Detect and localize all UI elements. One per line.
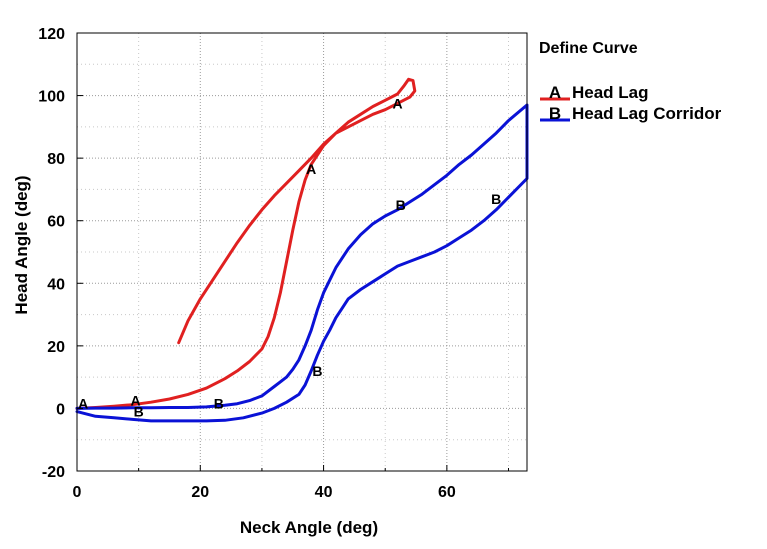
legend-label: Head Lag [572,83,649,102]
legend-title: Define Curve [539,40,638,57]
x-tick-label: 60 [438,484,456,501]
curve-marker-label: B [214,396,224,412]
x-tick-label: 40 [315,484,333,501]
curve-marker-label: A [130,393,140,409]
axis-ticks: 0 20 40 60 -20 0 20 40 60 80 100 120 [38,26,510,501]
legend: Define Curve A Head Lag B Head Lag Corridor [539,40,722,123]
curve-marker-label: B [491,191,501,207]
x-tick-label: 20 [191,484,209,501]
x-tick-label: 0 [73,484,82,501]
y-tick-label: -20 [42,464,65,481]
curve-marker-label: B [134,404,144,420]
y-tick-label: 40 [47,276,65,293]
x-axis-title: Neck Angle (deg) [240,518,378,537]
y-axis-title: Head Angle (deg) [12,175,31,314]
curve-marker-label: B [312,363,322,379]
curve-marker-label: A [392,95,402,111]
curve-marker-label: B [396,197,406,213]
y-tick-label: 100 [38,89,65,106]
grid [77,33,527,471]
plot-frame [76,32,528,472]
legend-marker: A [549,83,561,102]
y-tick-label: 20 [47,339,65,356]
legend-label: Head Lag Corridor [572,104,722,123]
y-tick-label: 80 [47,151,65,168]
curve-marker-label: A [306,161,316,177]
y-tick-label: 120 [38,26,65,43]
y-tick-label: 0 [56,401,65,418]
curve-marker-label: A [78,396,88,412]
legend-marker: B [549,104,561,123]
y-tick-label: 60 [47,214,65,231]
head-lag-line [75,77,417,410]
